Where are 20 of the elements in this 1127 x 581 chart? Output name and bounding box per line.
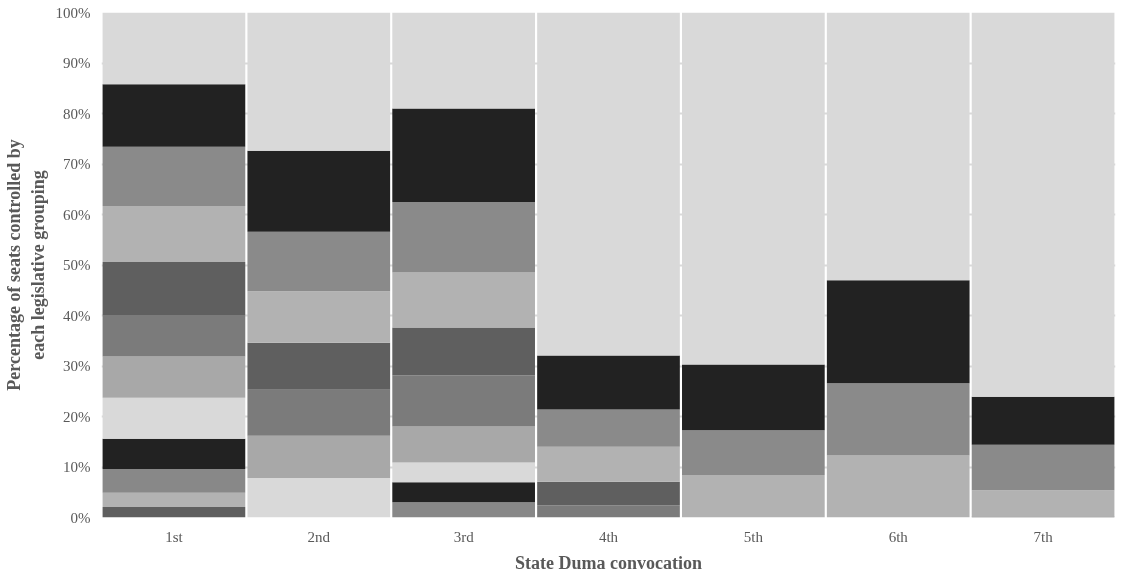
y-tick-label: 40% [63, 307, 91, 324]
y-tick-label: 70% [63, 156, 91, 172]
y-axis-title: Percentage of seats controlled by each legislative grouping [3, 139, 48, 391]
x-tick-label: 5th [743, 528, 764, 545]
x-tick-label: 4th [598, 528, 619, 545]
x-tick-label: 3rd [453, 528, 475, 545]
x-axis-title: State Duma convocation [515, 552, 703, 573]
x-tick-label: 6th [888, 528, 909, 545]
y-tick-label: 10% [63, 459, 91, 475]
x-tick-label: 1st [165, 528, 184, 545]
y-tick-label: 100% [55, 4, 91, 21]
x-tick-label: 2nd [307, 528, 331, 545]
y-tick-label: 60% [63, 206, 91, 223]
y-tick-label: 90% [63, 55, 91, 71]
y-tick-label: 0% [70, 509, 91, 526]
x-tick-label: 7th [1033, 528, 1054, 545]
y-tick-label: 50% [63, 257, 91, 273]
y-tick-label: 30% [63, 358, 91, 374]
y-tick-label: 80% [63, 105, 91, 122]
y-tick-label: 20% [63, 408, 91, 425]
